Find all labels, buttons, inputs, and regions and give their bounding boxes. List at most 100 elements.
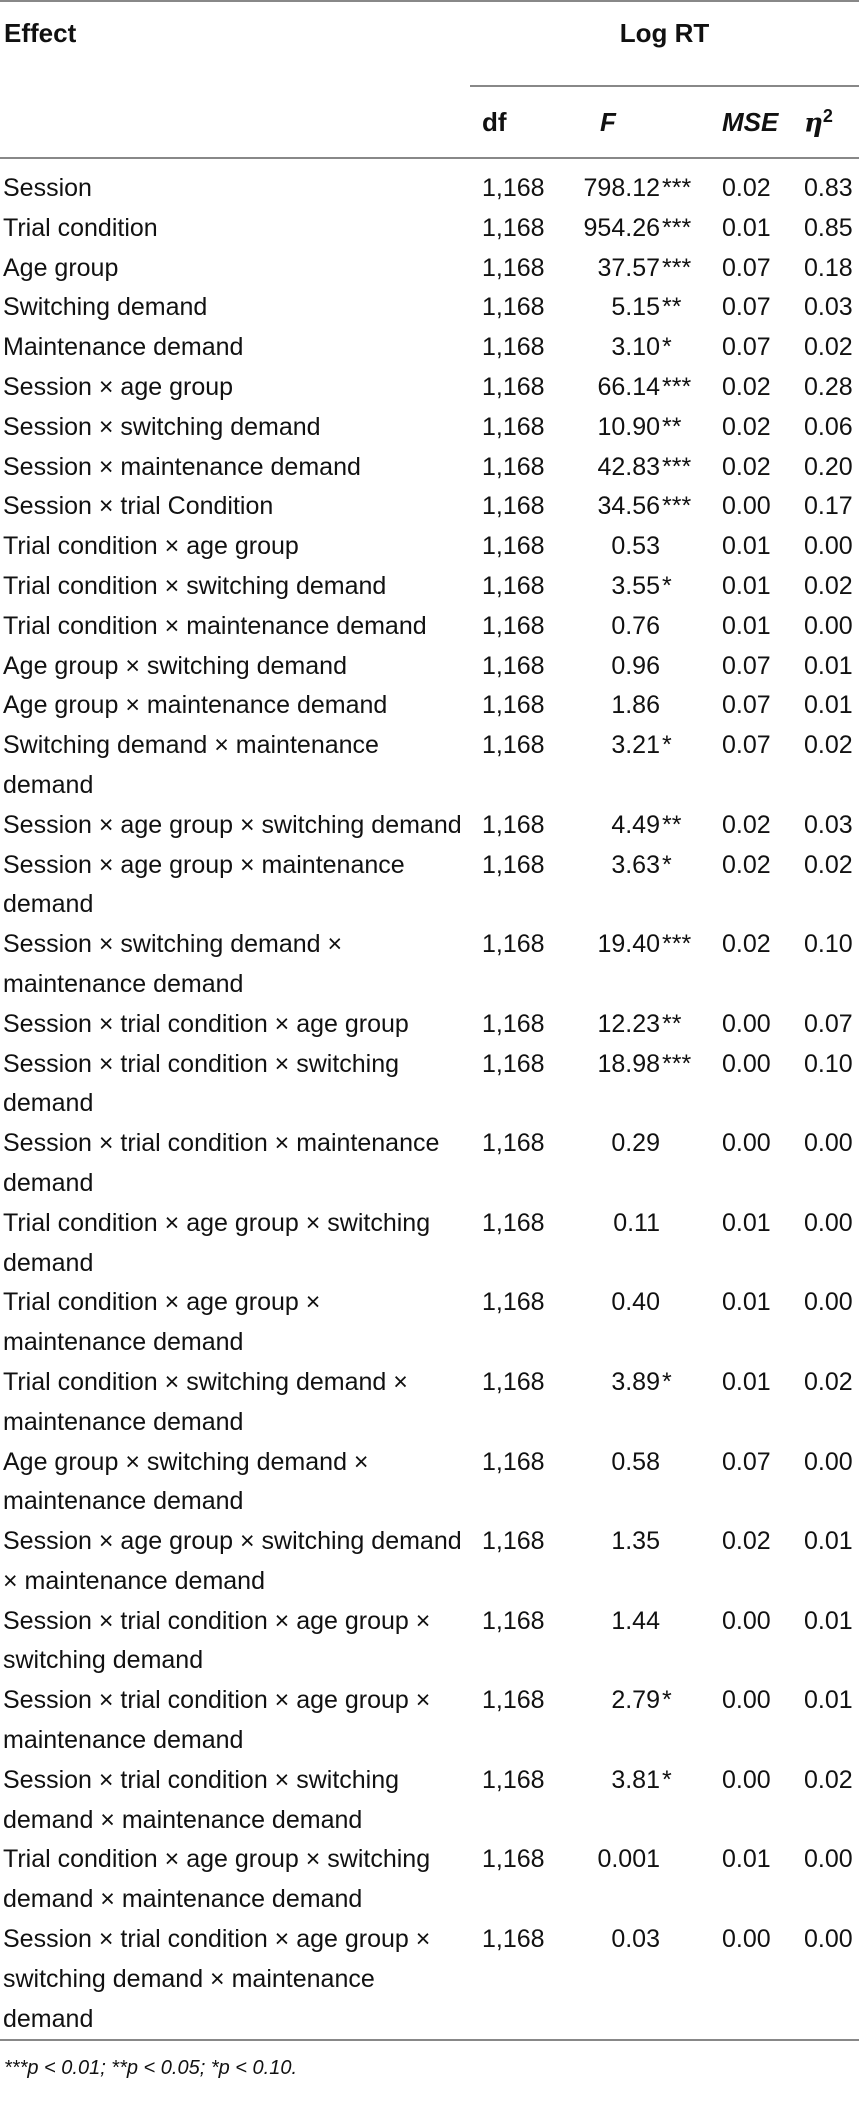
mse-column-header: MSE (710, 85, 794, 159)
significance-marker: *** (662, 492, 692, 521)
f-cell: 3.55* (560, 567, 710, 607)
df-cell: 1,168 (482, 651, 545, 680)
f-value: 3.89 (611, 1367, 660, 1396)
table-row: Trial condition 1,168 954.26*** 0.01 0.85 (0, 209, 859, 249)
significance-marker: * (662, 731, 672, 760)
table-row: Age group × maintenance demand 1,168 1.86 0… (0, 686, 859, 726)
eta-squared-cell: 0.17 (804, 492, 853, 521)
df-cell: 1,168 (482, 810, 545, 839)
mse-cell: 0.07 (722, 731, 771, 760)
significance-marker: *** (662, 930, 692, 959)
effect-cell: Session (3, 174, 92, 202)
eta-superscript: 2 (822, 105, 833, 126)
eta-squared-cell: 0.03 (804, 810, 853, 839)
f-value: 2.79 (611, 1686, 660, 1715)
mse-cell: 0.07 (722, 691, 771, 720)
mse-cell: 0.01 (722, 1845, 771, 1874)
eta-squared-cell: 0.85 (804, 213, 853, 242)
mse-cell: 0.07 (722, 253, 771, 282)
f-value: 0.11 (613, 1208, 660, 1237)
eta-squared-cell: 0.18 (804, 253, 853, 282)
significance-marker: * (662, 1765, 672, 1794)
eta-symbol: η (804, 108, 823, 139)
eta-squared-cell: 0.00 (804, 611, 853, 640)
f-cell: 0.001 (560, 1840, 710, 1920)
mse-cell: 0.00 (722, 1925, 771, 1954)
significance-marker: * (662, 1367, 672, 1396)
table-row: Session × age group 1,168 66.14*** 0.02 0.28 (0, 368, 859, 408)
effect-cell: Age group (3, 253, 119, 282)
significance-marker: *** (662, 452, 692, 481)
eta-squared-cell: 0.02 (804, 571, 853, 600)
df-cell: 1,168 (482, 1845, 545, 1874)
df-cell: 1,168 (482, 1009, 545, 1038)
f-value: 0.29 (611, 1129, 660, 1158)
effect-cell: Session × age group × switching demand (3, 810, 462, 839)
df-cell: 1,168 (482, 174, 545, 202)
f-cell: 3.21* (560, 726, 710, 806)
table-row: Trial condition × switching demand 1,168 3… (0, 567, 859, 607)
df-cell: 1,168 (482, 412, 545, 441)
f-cell: 4.49** (560, 806, 710, 846)
mse-cell: 0.00 (722, 1009, 771, 1038)
effect-cell: Session × age group × switching demand ×… (3, 1527, 462, 1595)
mse-cell: 0.00 (722, 1765, 771, 1794)
eta-squared-cell: 0.02 (804, 1765, 853, 1794)
mse-cell: 0.00 (722, 1129, 771, 1158)
effect-cell: Trial condition × age group × maintenanc… (3, 1288, 321, 1357)
mse-cell: 0.01 (722, 611, 771, 640)
table-row: Age group × switching demand × maintenan… (0, 1443, 859, 1523)
significance-marker: *** (662, 213, 692, 242)
eta-squared-cell: 0.01 (804, 1527, 853, 1556)
effect-column-header: Effect (0, 0, 470, 86)
f-value: 3.55 (611, 571, 660, 600)
f-value: 1.44 (611, 1606, 660, 1635)
effect-cell: Trial condition × age group (3, 532, 299, 561)
table-row: Session × trial condition × age group × … (0, 1602, 859, 1682)
log-rt-group-header: Log RT (470, 0, 859, 86)
mse-cell: 0.01 (722, 571, 771, 600)
mse-cell: 0.02 (722, 412, 771, 441)
f-cell: 1.35 (560, 1522, 710, 1602)
mse-cell: 0.01 (722, 213, 771, 242)
effect-cell: Session × trial condition × switching de… (3, 1049, 400, 1118)
mse-cell: 0.07 (722, 1447, 771, 1476)
effect-cell: Switching demand × maintenance demand (3, 731, 379, 799)
effect-cell: Age group × switching demand (3, 651, 347, 680)
f-cell: 954.26*** (560, 209, 710, 249)
log-rt-label: Log RT (619, 18, 710, 48)
mse-cell: 0.01 (722, 1208, 771, 1237)
table-row: Session × trial condition × age group 1,1… (0, 1005, 859, 1045)
effect-cell: Session × trial condition × age group (3, 1009, 409, 1038)
effect-cell: Trial condition × age group × switching … (3, 1208, 431, 1277)
f-value: 0.03 (611, 1925, 660, 1954)
table-row: Age group 1,168 37.57*** 0.07 0.18 (0, 249, 859, 289)
f-cell: 3.10* (560, 328, 710, 368)
effect-cell: Age group × switching demand × maintenan… (3, 1447, 369, 1516)
df-cell: 1,168 (482, 611, 545, 640)
eta-squared-cell: 0.00 (804, 1925, 853, 1954)
f-cell: 37.57*** (560, 249, 710, 289)
eta-squared-cell: 0.01 (804, 1686, 853, 1715)
table-row: Trial condition × maintenance demand 1,16… (0, 607, 859, 647)
eta-squared-cell: 0.00 (804, 1129, 853, 1158)
f-value: 0.53 (611, 532, 660, 561)
f-value: 5.15 (611, 293, 660, 322)
df-cell: 1,168 (482, 532, 545, 561)
df-cell: 1,168 (482, 333, 545, 362)
f-cell: 1.86 (560, 686, 710, 726)
significance-marker: *** (662, 253, 692, 282)
f-cell: 42.83*** (560, 448, 710, 488)
effect-cell: Session × switching demand × maintenance… (3, 930, 343, 998)
table-row: Session × maintenance demand 1,168 42.83**… (0, 448, 859, 488)
table-row: Session × trial condition × switching de… (0, 1761, 859, 1841)
mse-cell: 0.07 (722, 293, 771, 322)
f-value: 798.12 (583, 174, 660, 202)
df-cell: 1,168 (482, 1447, 545, 1476)
significance-marker: * (662, 571, 672, 600)
f-cell: 0.53 (560, 527, 710, 567)
effect-cell: Switching demand (3, 293, 208, 322)
df-cell: 1,168 (482, 731, 545, 760)
significance-footnote: ***p < 0.01; **p < 0.05; *p < 0.10. (0, 2039, 859, 2099)
